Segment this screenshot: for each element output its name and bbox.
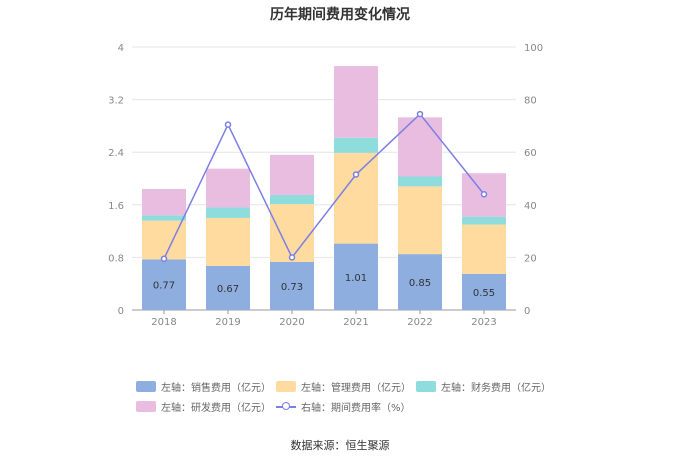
- rate-point: [416, 110, 424, 118]
- bar-sales: [334, 243, 378, 310]
- legend-swatch-rd: [136, 400, 156, 412]
- bar-admin: [206, 217, 250, 266]
- x-tick-label: 2019: [215, 317, 240, 328]
- rate-point: [288, 254, 296, 261]
- bar-sales: [270, 262, 314, 310]
- x-tick-label: 2023: [471, 317, 496, 328]
- left-tick-label: 4: [118, 43, 124, 54]
- bar-finance: [270, 194, 314, 205]
- data-label-sales: 0.73: [281, 282, 303, 293]
- bar-finance: [142, 215, 186, 221]
- x-tick-label: 2022: [407, 317, 432, 328]
- bar-admin: [462, 224, 506, 274]
- right-tick-label: 60: [524, 148, 537, 159]
- right-tick-label: 20: [524, 253, 537, 264]
- left-tick-label: 2.4: [108, 148, 124, 159]
- left-tick-label: 0: [118, 306, 124, 317]
- bar-sales: [462, 273, 506, 310]
- bar-finance: [206, 207, 250, 218]
- legend-label-rd: 左轴：研发费用（亿元）: [161, 402, 271, 414]
- data-label-sales: 0.67: [217, 284, 239, 295]
- rate-point: [224, 121, 232, 128]
- data-label-sales: 0.77: [153, 281, 175, 292]
- left-tick-label: 1.6: [108, 201, 124, 212]
- right-tick-label: 0: [524, 306, 530, 317]
- bars: [142, 66, 506, 310]
- legend-item-sales[interactable]: 左轴：销售费用（亿元）: [136, 379, 276, 394]
- bar-finance: [334, 137, 378, 153]
- legend-item-rd[interactable]: 左轴：研发费用（亿元）: [136, 399, 276, 414]
- data-label-sales: 1.01: [345, 273, 367, 284]
- bar-finance: [462, 216, 506, 225]
- data-labels: 0.77 0.67 0.73 1.01 0.85 0.55: [153, 273, 495, 299]
- rate-polyline: [163, 112, 485, 260]
- rate-point: [480, 191, 488, 198]
- chart-title: 历年期间费用变化情况: [270, 7, 410, 23]
- right-tick-label: 80: [524, 96, 537, 107]
- right-tick-label: 100: [524, 43, 543, 54]
- bar-sales: [398, 254, 442, 310]
- legend-label-rate: 右轴：期间费用率（%）: [301, 402, 411, 414]
- bar-admin: [270, 204, 314, 263]
- x-tick-label: 2020: [279, 317, 304, 328]
- bar-rd: [398, 117, 442, 177]
- rate-line: [160, 110, 488, 262]
- legend-swatch-admin: [276, 380, 296, 392]
- rate-point: [160, 255, 168, 262]
- bar-rd: [206, 168, 250, 208]
- legend-label-sales: 左轴：销售费用（亿元）: [161, 382, 271, 394]
- legend-label-admin: 左轴：管理费用（亿元）: [301, 382, 411, 394]
- bar-admin: [334, 152, 378, 244]
- bar-sales: [206, 265, 250, 310]
- data-source: 数据来源：恒生聚源: [290, 439, 390, 452]
- data-label-sales: 0.55: [473, 288, 495, 299]
- legend-swatch-sales: [136, 380, 156, 392]
- rate-point: [352, 171, 360, 178]
- bar-sales: [142, 259, 186, 310]
- x-tick-label: 2018: [151, 317, 176, 328]
- bar-rd: [334, 66, 378, 138]
- bar-rd: [270, 154, 314, 195]
- right-tick-label: 40: [524, 201, 537, 212]
- bar-admin: [398, 186, 442, 255]
- legend: 左轴：销售费用（亿元） 左轴：管理费用（亿元） 左轴：财务费用（亿元） 左轴：研…: [136, 376, 556, 416]
- left-tick-label: 0.8: [108, 253, 124, 264]
- bar-rd: [142, 189, 186, 216]
- legend-swatch-rate: [276, 401, 296, 412]
- bar-finance: [398, 176, 442, 187]
- left-tick-label: 3.2: [108, 96, 124, 107]
- legend-swatch-finance: [416, 380, 436, 392]
- legend-label-finance: 左轴：财务费用（亿元）: [441, 382, 551, 394]
- legend-item-rate[interactable]: 右轴：期间费用率（%）: [276, 399, 416, 414]
- legend-item-finance[interactable]: 左轴：财务费用（亿元）: [416, 379, 556, 394]
- x-tick-label: 2021: [343, 317, 368, 328]
- data-label-sales: 0.85: [409, 278, 431, 289]
- gridlines: [132, 46, 516, 258]
- legend-item-admin[interactable]: 左轴：管理费用（亿元）: [276, 379, 416, 394]
